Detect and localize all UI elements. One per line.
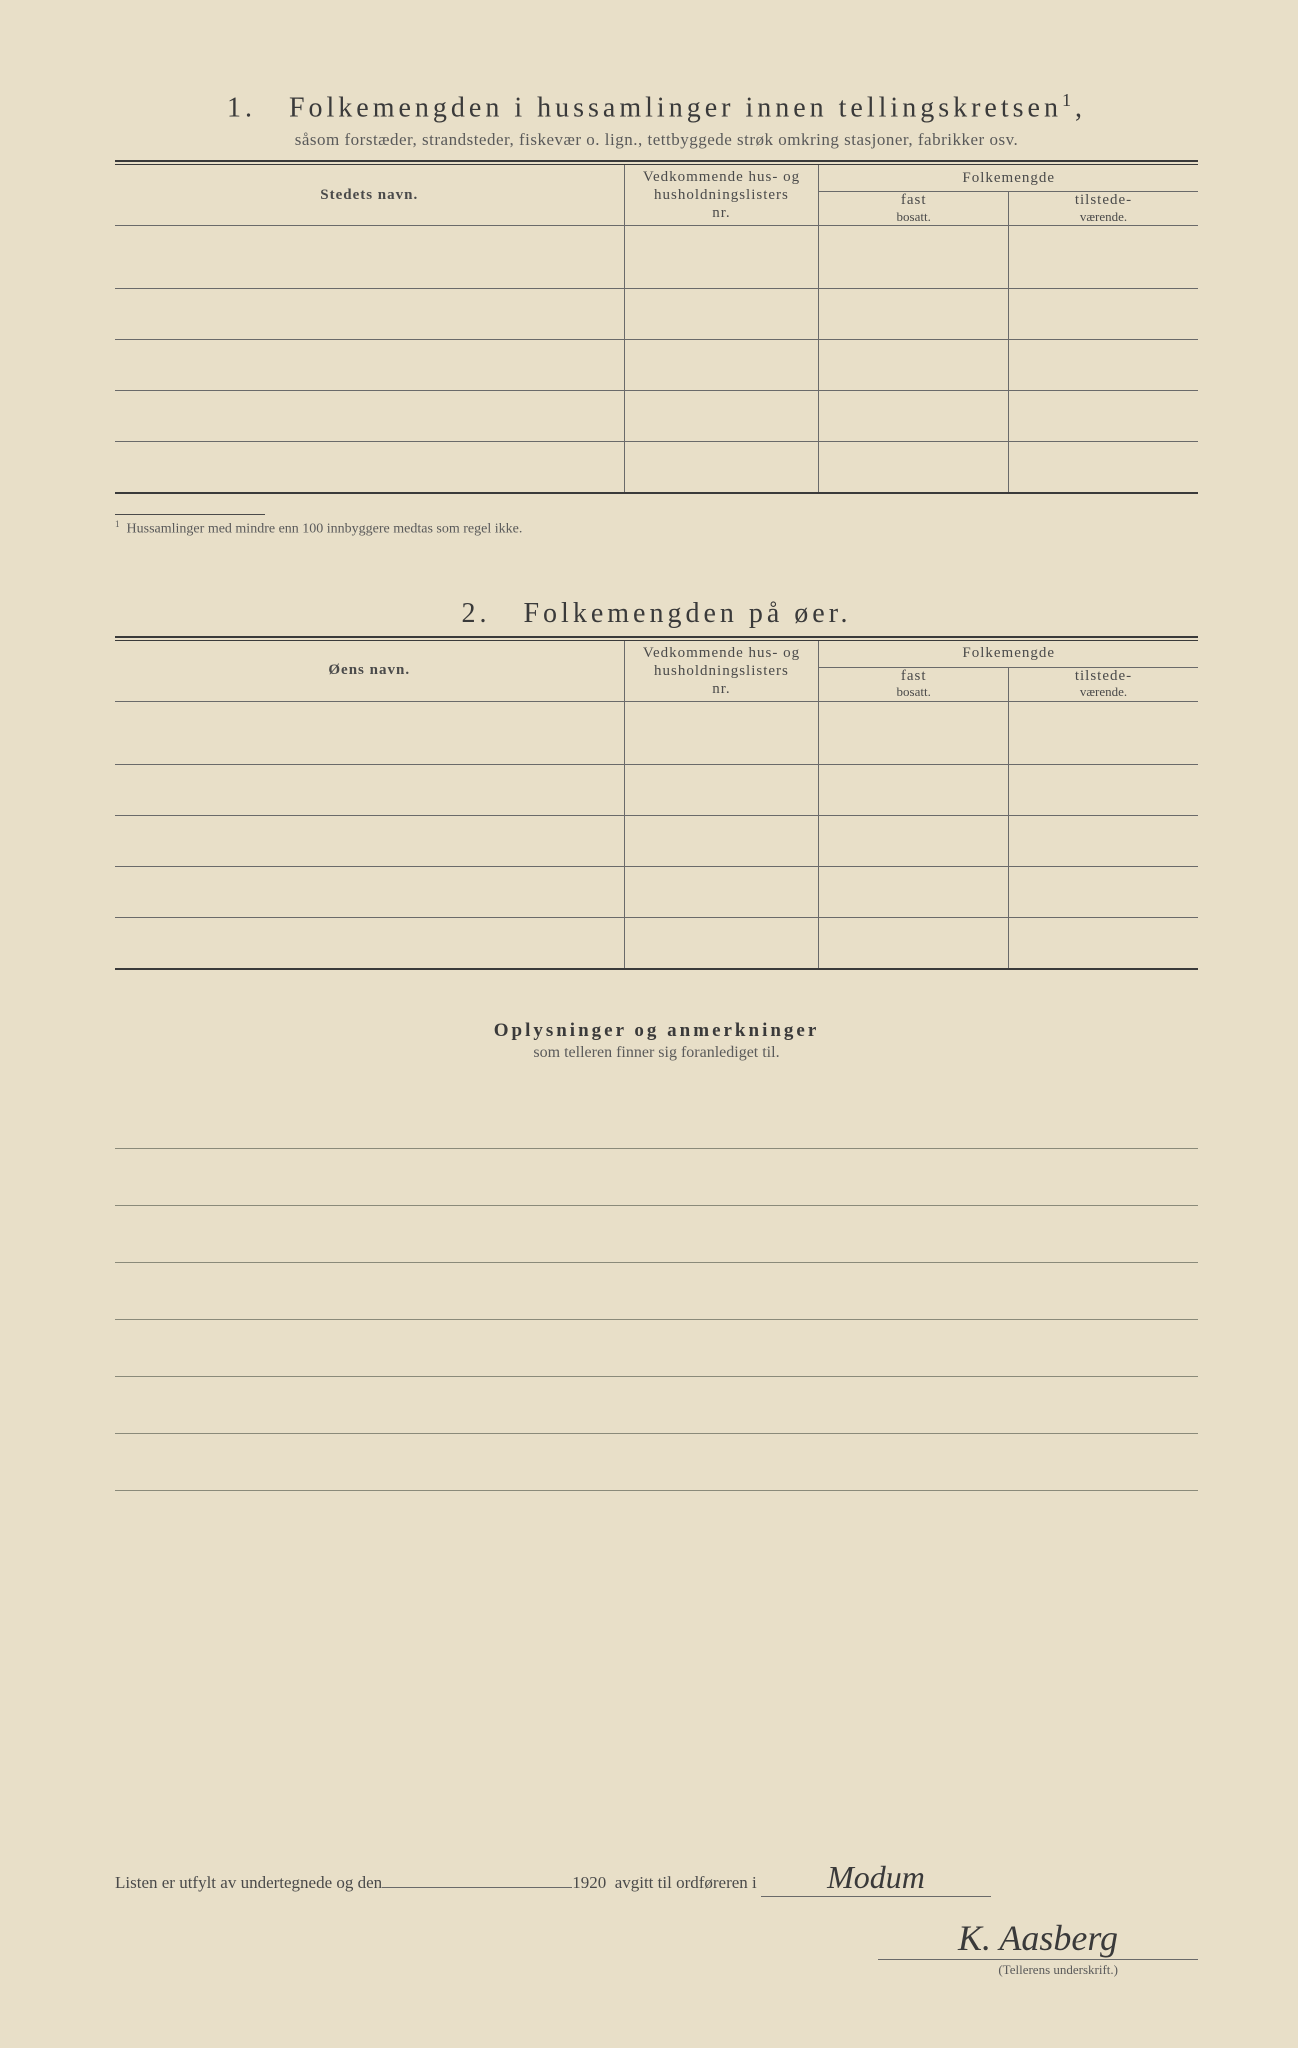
section2-number: 2. [461, 598, 490, 629]
section1-footnote: 1 Hussamlinger med mindre enn 100 innbyg… [115, 519, 1198, 538]
section1-body [115, 226, 1198, 494]
completion-line: Listen er utfylt av undertegnede og den … [115, 1859, 1198, 1897]
section2-title-text: Folkemengden på øer. [523, 598, 851, 629]
footer-place-blank: Modum [761, 1859, 991, 1897]
ruled-line [115, 1263, 1198, 1320]
signature-block: K. Aasberg (Tellerens underskrift.) [115, 1917, 1198, 1978]
footer-date-blank [382, 1887, 572, 1888]
section1-col-vedkommende: Vedkommende hus- og husholdningslisters … [624, 165, 819, 226]
section2-col-folkemengde: Folkemengde [819, 641, 1198, 668]
signature-line: K. Aasberg [878, 1917, 1198, 1960]
section1-sup: 1 [1062, 90, 1075, 110]
ruled-line [115, 1320, 1198, 1377]
ruled-line [115, 1377, 1198, 1434]
footer-block: Listen er utfylt av undertegnede og den … [115, 1859, 1198, 1978]
section2-col-fast: fastbosatt. [819, 667, 1009, 701]
ruled-line [115, 1149, 1198, 1206]
section2-title: 2. Folkemengden på øer. [115, 598, 1198, 630]
footer-mid: avgitt til ordføreren i [615, 1873, 757, 1893]
census-form-page: 1. Folkemengden i hussamlinger innen tel… [0, 0, 1298, 2048]
footer-place-handwritten: Modum [827, 1859, 925, 1895]
section1-title-text: Folkemengden i hussamlinger innen tellin… [289, 92, 1062, 123]
section2-table: Øens navn. Vedkommende hus- og husholdni… [115, 641, 1198, 970]
section1-col-folkemengde: Folkemengde [819, 165, 1198, 192]
section1-number: 1. [227, 92, 256, 123]
section2-col-tilstede: tilstede-værende. [1008, 667, 1198, 701]
footer-year: 1920 [572, 1873, 606, 1893]
remarks-lines [115, 1092, 1198, 1491]
ruled-line [115, 1434, 1198, 1491]
section1-title: 1. Folkemengden i hussamlinger innen tel… [115, 90, 1198, 124]
remarks-subtitle: som telleren finner sig foranlediget til… [115, 1044, 1198, 1062]
section2-col-name: Øens navn. [115, 641, 624, 702]
section1-col-fast: fastbosatt. [819, 192, 1009, 226]
footer-prefix: Listen er utfylt av undertegnede og den [115, 1873, 382, 1893]
ruled-line [115, 1092, 1198, 1149]
section1-col-tilstede: tilstede-værende. [1008, 192, 1198, 226]
signature-text: K. Aasberg [958, 1918, 1118, 1958]
footnote-rule [115, 514, 265, 515]
section1-table: Stedets navn. Vedkommende hus- og hushol… [115, 165, 1198, 494]
ruled-line [115, 1206, 1198, 1263]
section1-subtitle: såsom forstæder, strandsteder, fiskevær … [115, 130, 1198, 150]
section2-col-vedkommende: Vedkommende hus- og husholdningslisters … [624, 641, 819, 702]
remarks-title: Oplysninger og anmerkninger [115, 1020, 1198, 1042]
signature-caption: (Tellerens underskrift.) [115, 1962, 1198, 1978]
section2-body [115, 701, 1198, 969]
section1-col-name: Stedets navn. [115, 165, 624, 226]
